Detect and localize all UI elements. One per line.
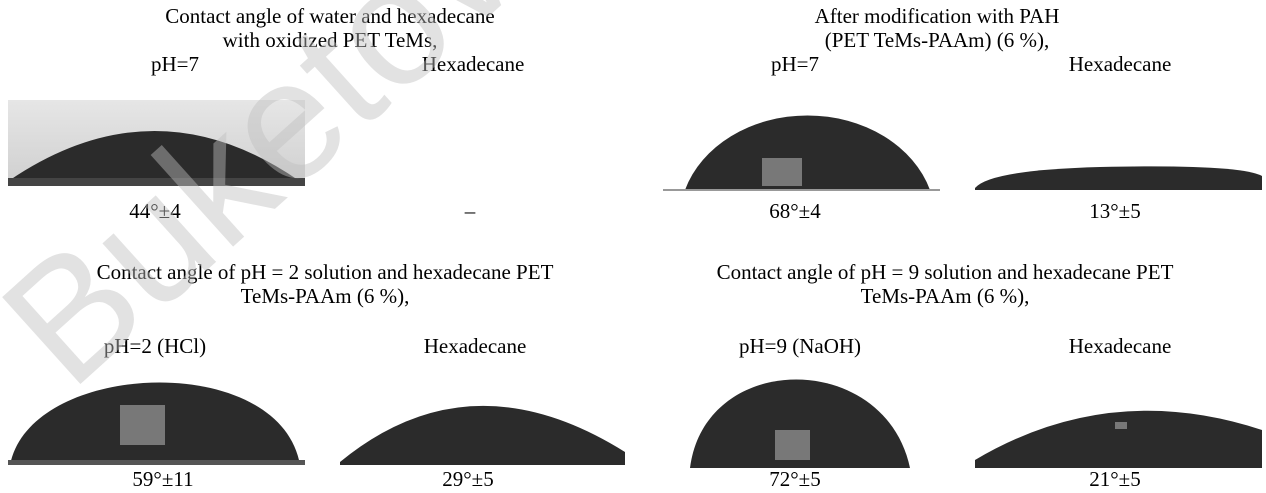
panel-title: (PET TeMs-PAAm) (6 %),: [825, 28, 1049, 52]
sample-label: Hexadecane: [1069, 52, 1172, 76]
sample-label: Hexadecane: [424, 334, 527, 358]
panel-title: After modification with PAH: [815, 4, 1060, 28]
sample-label: Hexadecane: [1069, 334, 1172, 358]
panel-title: TeMs-PAAm (6 %),: [861, 284, 1030, 308]
panel-title: TeMs-PAAm (6 %),: [241, 284, 410, 308]
contact-angle: 21°±5: [1089, 467, 1140, 491]
panel-title: Contact angle of pH = 9 solution and hex…: [717, 260, 1174, 284]
sample-label: pH=7: [771, 52, 819, 76]
contact-angle: –: [464, 199, 476, 223]
contact-angle: 13°±5: [1089, 199, 1140, 223]
sample-label: pH=9 (NaOH): [739, 334, 861, 358]
contact-angle: 59°±11: [132, 467, 193, 491]
figure: Contact angle of water and hexadecane wi…: [0, 0, 1266, 493]
contact-angle: 72°±5: [769, 467, 820, 491]
contact-angle: 29°±5: [442, 467, 493, 491]
sample-label: pH=7: [151, 52, 199, 76]
contact-angle: 68°±4: [769, 199, 821, 223]
